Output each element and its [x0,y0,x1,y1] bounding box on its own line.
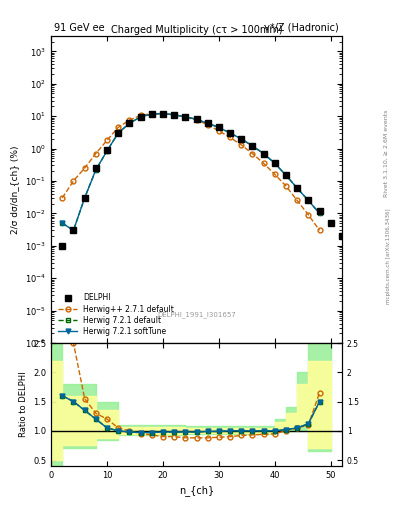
Y-axis label: Ratio to DELPHI: Ratio to DELPHI [18,372,28,437]
Legend: DELPHI, Herwig++ 2.7.1 default, Herwig 7.2.1 default, Herwig 7.2.1 softTune: DELPHI, Herwig++ 2.7.1 default, Herwig 7… [55,290,177,339]
Text: γ*/Z (Hadronic): γ*/Z (Hadronic) [264,23,339,33]
Text: DELPHI_1991_I301657: DELPHI_1991_I301657 [157,312,236,318]
Text: 91 GeV ee: 91 GeV ee [54,23,105,33]
Text: mcplots.cern.ch [arXiv:1306.3436]: mcplots.cern.ch [arXiv:1306.3436] [386,208,391,304]
X-axis label: n_{ch}: n_{ch} [179,485,214,496]
Y-axis label: 2/σ dσ/dn_{ch} (%): 2/σ dσ/dn_{ch} (%) [11,145,20,233]
Title: Charged Multiplicity (cτ > 100mm): Charged Multiplicity (cτ > 100mm) [111,25,282,35]
Text: Rivet 3.1.10, ≥ 2.6M events: Rivet 3.1.10, ≥ 2.6M events [384,110,389,197]
